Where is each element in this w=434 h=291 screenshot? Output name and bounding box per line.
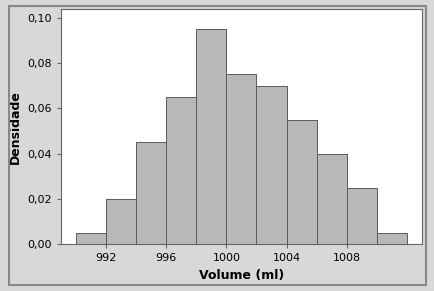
Bar (286, 120, 316, 244)
Y-axis label: Densidade: Densidade (9, 90, 22, 164)
Bar (226, 74, 256, 244)
Bar (256, 86, 286, 244)
Bar (166, 97, 196, 244)
Bar (76, 233, 106, 244)
Bar (316, 154, 346, 244)
Bar (106, 199, 136, 244)
Bar (136, 143, 166, 244)
X-axis label: Volume (ml): Volume (ml) (198, 269, 283, 282)
Bar (196, 29, 226, 244)
Bar (346, 188, 376, 244)
Bar (376, 233, 406, 244)
